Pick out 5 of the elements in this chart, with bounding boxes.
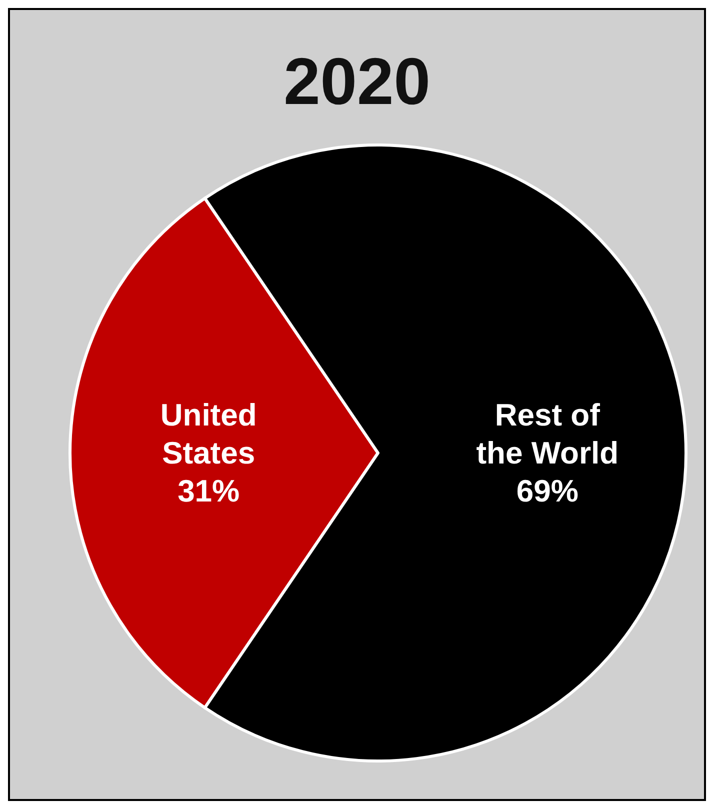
slice-label: United States	[160, 398, 257, 470]
slice-label: Rest of the World	[476, 398, 619, 470]
chart-title: 2020	[284, 44, 430, 118]
data-label: 31%	[178, 474, 240, 508]
data-label: 69%	[516, 474, 578, 508]
